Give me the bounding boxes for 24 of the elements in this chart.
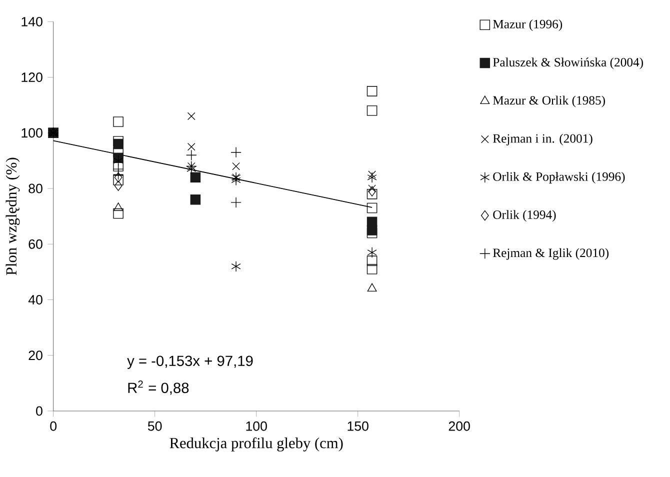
x-tick-label: 0 <box>50 421 57 431</box>
y-tick-label: 100 <box>22 128 42 138</box>
legend-label: Rejman & Iglik (2010) <box>492 248 609 260</box>
y-tick-label: 140 <box>22 16 42 26</box>
legend-label: Mazur (1996) <box>492 19 562 31</box>
y-axis-title: Plon względny (%) <box>6 158 20 276</box>
legend-label: Mazur & Orlik (1985) <box>492 96 605 108</box>
y-tick-label: 20 <box>28 350 42 360</box>
x-tick-label: 150 <box>348 421 368 431</box>
x-tick-label: 200 <box>448 421 470 431</box>
x-tick-label: 50 <box>148 421 162 431</box>
x-tick-label: 100 <box>246 421 267 431</box>
legend-label: Paluszek & Słowińska (2004) <box>492 58 644 70</box>
annotation: y = -0,153x + 97,19 <box>127 356 253 369</box>
y-tick-label: 40 <box>28 295 42 304</box>
y-tick-label: 80 <box>28 184 42 194</box>
y-tick-label: 120 <box>22 72 42 82</box>
legend-label: Orlik & Popławski (1996) <box>493 172 625 184</box>
annotation: R$^{2}$ = 0,88 <box>128 380 189 395</box>
x-axis-title: Redukcja profilu gleby (cm) <box>170 437 343 452</box>
y-tick-label: 0 <box>36 406 42 416</box>
legend-label: Orlik (1994) <box>493 210 556 222</box>
y-tick-label: 60 <box>28 239 42 249</box>
legend-label: Rejman i in. (2001) <box>492 134 592 146</box>
